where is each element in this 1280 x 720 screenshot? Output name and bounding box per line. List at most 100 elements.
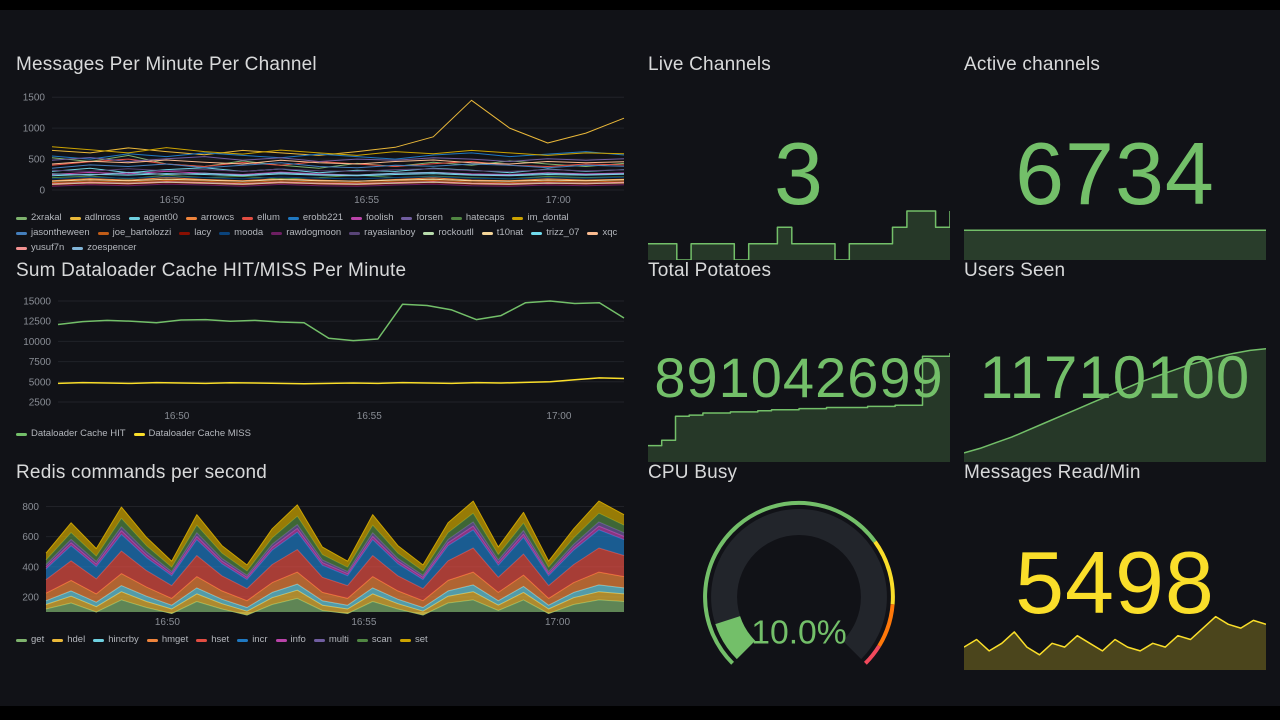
legend-item[interactable]: erobb221 <box>287 212 343 224</box>
legend-label: yusuf7n <box>31 242 65 253</box>
legend-item[interactable]: forsen <box>401 212 443 224</box>
legend-label: Dataloader Cache HIT <box>31 428 126 439</box>
legend-item[interactable]: hatecaps <box>450 212 504 224</box>
legend-item[interactable]: im_dontal <box>512 212 569 224</box>
legend-color-swatch <box>349 231 361 235</box>
legend-item[interactable]: rockoutll <box>423 227 474 239</box>
panel-title-dataloader[interactable]: Sum Dataloader Cache HIT/MISS Per Minute <box>16 260 407 281</box>
legend-item[interactable]: multi <box>313 634 349 646</box>
legend-color-swatch <box>16 432 27 436</box>
legend-item[interactable]: hset <box>196 634 229 646</box>
svg-text:0: 0 <box>39 186 45 197</box>
grafana-dashboard: Messages Per Minute Per Channel 0 500 1000… <box>0 10 1280 706</box>
panel-title-redis[interactable]: Redis commands per second <box>16 462 268 483</box>
legend-item[interactable]: lacy <box>179 227 211 239</box>
dataloader-legend: Dataloader Cache HIT Dataloader Cache MIS… <box>16 428 632 443</box>
svg-text:10000: 10000 <box>23 337 51 348</box>
total-potatoes-value: 891042699 <box>654 346 944 409</box>
svg-text:15000: 15000 <box>23 297 51 308</box>
legend-item[interactable]: yusuf7n <box>16 242 64 254</box>
legend-item[interactable]: hdel <box>52 634 85 646</box>
legend-item[interactable]: rayasianboy <box>349 227 415 239</box>
legend-item[interactable]: rawdogmoon <box>271 227 341 239</box>
legend-item[interactable]: t10nat <box>481 227 524 239</box>
legend-label: hdel <box>67 634 86 645</box>
panel-title-live-channels[interactable]: Live Channels <box>648 54 772 75</box>
legend-label: jasontheween <box>31 227 90 238</box>
legend-item[interactable]: joe_bartolozzi <box>97 227 172 239</box>
legend-color-swatch <box>512 216 524 220</box>
legend-item[interactable]: incr <box>237 634 268 646</box>
legend-label: info <box>290 634 306 645</box>
legend-color-swatch <box>128 216 140 220</box>
panel-title-cpu-busy[interactable]: CPU Busy <box>648 462 738 483</box>
svg-text:600: 600 <box>22 532 39 543</box>
legend-label: 2xrakal <box>31 212 62 223</box>
legend-color-swatch <box>69 216 81 220</box>
panel-live-channels: Live Channels 3 <box>648 54 950 260</box>
legend-label: joe_bartolozzi <box>112 227 172 238</box>
legend-item[interactable]: arrowcs <box>185 212 234 224</box>
legend-color-swatch <box>481 231 493 235</box>
legend-item[interactable]: Dataloader Cache HIT <box>16 428 126 440</box>
legend-color-swatch <box>179 231 191 235</box>
legend-label: t10nat <box>496 227 524 238</box>
legend-item[interactable]: scan <box>356 634 392 646</box>
legend-item[interactable]: get <box>16 634 44 646</box>
legend-label: scan <box>371 634 392 645</box>
legend-color-swatch <box>313 638 325 642</box>
legend-color-swatch <box>52 638 64 642</box>
legend-item[interactable]: jasontheween <box>16 227 90 239</box>
panel-title-total-potatoes[interactable]: Total Potatoes <box>648 260 772 281</box>
legend-item[interactable]: adlnross <box>69 212 121 224</box>
live-channels-sparkline <box>648 208 950 260</box>
legend-color-swatch <box>93 638 105 642</box>
legend-label: lacy <box>194 227 212 238</box>
legend-label: hset <box>211 634 230 645</box>
legend-item[interactable]: mooda <box>219 227 263 239</box>
users-seen-value: 11710100 <box>979 344 1251 411</box>
legend-item[interactable]: zoespencer <box>72 242 136 254</box>
panel-title-messages-read[interactable]: Messages Read/Min <box>964 462 1141 483</box>
legend-item[interactable]: 2xrakal <box>16 212 62 224</box>
cpu-busy-gauge[interactable]: 10.0% <box>648 496 950 670</box>
legend-color-swatch <box>185 216 197 220</box>
active-channels-value: 6734 <box>1015 124 1215 223</box>
legend-label: rawdogmoon <box>286 227 342 238</box>
svg-text:16:50: 16:50 <box>155 617 180 628</box>
legend-item[interactable]: trizz_07 <box>531 227 579 239</box>
legend-color-swatch <box>287 216 299 220</box>
legend-color-swatch <box>356 638 368 642</box>
panel-users-seen: Users Seen 11710100 <box>964 260 1266 462</box>
legend-item[interactable]: foolish <box>351 212 393 224</box>
messages-per-minute-chart[interactable]: 0 500 1000 1500 16:50 16:55 17:00 <box>16 88 632 206</box>
panel-title-active-channels[interactable]: Active channels <box>964 54 1101 75</box>
legend-item[interactable]: info <box>275 634 306 646</box>
svg-text:5000: 5000 <box>29 377 52 388</box>
legend-item[interactable]: ellum <box>242 212 280 224</box>
legend-color-swatch <box>399 638 411 642</box>
legend-label: im_dontal <box>527 212 569 223</box>
dataloader-cache-chart[interactable]: 2500 5000 7500 10000 12500 15000 16:50 16:55 17:… <box>16 294 632 422</box>
legend-item[interactable]: agent00 <box>128 212 178 224</box>
redis-commands-chart[interactable]: 200 400 600 800 16:50 16:55 17:00 <box>16 496 632 628</box>
svg-text:12500: 12500 <box>23 317 51 328</box>
legend-item[interactable]: xqc <box>587 227 617 239</box>
legend-item[interactable]: hmget <box>146 634 188 646</box>
legend-label: xqc <box>602 227 618 238</box>
legend-label: Dataloader Cache MISS <box>148 428 251 439</box>
legend-color-swatch <box>531 231 543 235</box>
legend-color-swatch <box>450 216 462 220</box>
panel-title-messages[interactable]: Messages Per Minute Per Channel <box>16 54 317 75</box>
svg-text:400: 400 <box>22 562 39 573</box>
legend-item[interactable]: hincrby <box>93 634 139 646</box>
legend-item[interactable]: Dataloader Cache MISS <box>133 428 251 440</box>
legend-label: trizz_07 <box>546 227 580 238</box>
total-potatoes-sparkline <box>648 350 950 462</box>
legend-color-swatch <box>275 638 287 642</box>
panel-total-potatoes: Total Potatoes 891042699 <box>648 260 950 462</box>
panel-title-users-seen[interactable]: Users Seen <box>964 260 1066 281</box>
legend-item[interactable]: set <box>399 634 428 646</box>
svg-text:17:00: 17:00 <box>545 617 570 628</box>
svg-text:16:50: 16:50 <box>160 195 185 206</box>
